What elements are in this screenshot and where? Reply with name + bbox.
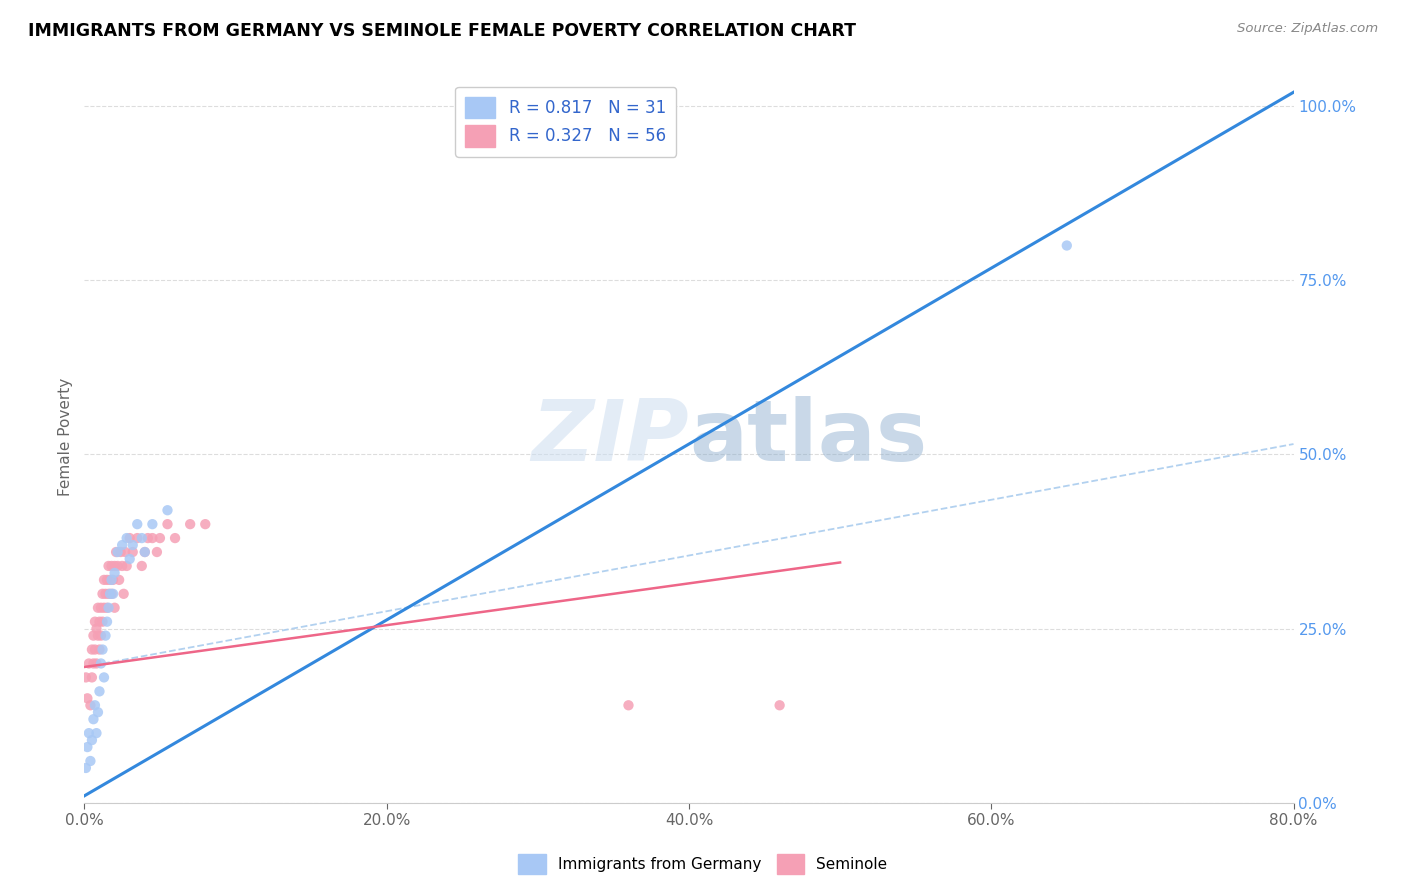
Point xyxy=(107,545,129,559)
Point xyxy=(84,698,107,713)
Point xyxy=(93,670,115,684)
Point xyxy=(121,545,143,559)
Point xyxy=(101,587,124,601)
Point xyxy=(118,552,141,566)
Point xyxy=(165,531,187,545)
Point xyxy=(89,684,111,698)
Point xyxy=(131,558,153,573)
Point xyxy=(89,615,111,629)
Point xyxy=(121,538,143,552)
Point xyxy=(96,573,118,587)
Point xyxy=(127,517,149,532)
Point xyxy=(149,531,172,545)
Point xyxy=(87,600,110,615)
Point xyxy=(141,531,163,545)
Point xyxy=(134,545,156,559)
Point xyxy=(80,670,103,684)
Point xyxy=(179,517,201,532)
Point xyxy=(75,670,97,684)
Point xyxy=(80,642,103,657)
Point xyxy=(104,566,127,580)
Y-axis label: Female Poverty: Female Poverty xyxy=(58,378,73,496)
Text: IMMIGRANTS FROM GERMANY VS SEMINOLE FEMALE POVERTY CORRELATION CHART: IMMIGRANTS FROM GERMANY VS SEMINOLE FEMA… xyxy=(28,22,856,40)
Point xyxy=(82,657,104,671)
Point xyxy=(141,517,163,532)
Point xyxy=(84,642,107,657)
Point xyxy=(90,600,112,615)
Point xyxy=(87,629,110,643)
Text: atlas: atlas xyxy=(689,395,927,479)
Point xyxy=(94,587,117,601)
Point xyxy=(91,642,114,657)
Point xyxy=(104,600,127,615)
Point xyxy=(82,629,104,643)
Point xyxy=(96,600,118,615)
Point xyxy=(156,503,179,517)
Point xyxy=(104,558,127,573)
Point xyxy=(86,622,108,636)
Point xyxy=(100,558,122,573)
Point xyxy=(79,698,101,713)
Text: Source: ZipAtlas.com: Source: ZipAtlas.com xyxy=(1237,22,1378,36)
Point xyxy=(97,587,120,601)
Point xyxy=(76,740,98,755)
Point xyxy=(127,531,149,545)
Point xyxy=(84,615,107,629)
Point xyxy=(617,698,640,713)
Point xyxy=(131,531,153,545)
Legend: R = 0.817   N = 31, R = 0.327   N = 56: R = 0.817 N = 31, R = 0.327 N = 56 xyxy=(456,87,676,156)
Point xyxy=(111,538,134,552)
Point xyxy=(136,531,159,545)
Point xyxy=(107,558,129,573)
Point xyxy=(194,517,217,532)
Point xyxy=(94,629,117,643)
Point xyxy=(80,733,103,747)
Text: ZIP: ZIP xyxy=(531,395,689,479)
Point xyxy=(108,573,131,587)
Point xyxy=(79,754,101,768)
Point xyxy=(1056,238,1078,252)
Point xyxy=(75,761,97,775)
Point xyxy=(134,545,156,559)
Point xyxy=(97,558,120,573)
Point xyxy=(769,698,792,713)
Point xyxy=(86,726,108,740)
Point xyxy=(87,705,110,719)
Point xyxy=(82,712,104,726)
Point xyxy=(98,587,121,601)
Point xyxy=(93,573,115,587)
Point xyxy=(110,545,132,559)
Point xyxy=(100,573,122,587)
Point xyxy=(97,600,120,615)
Point xyxy=(90,629,112,643)
Point xyxy=(96,615,118,629)
Point xyxy=(86,657,108,671)
Point xyxy=(146,545,169,559)
Point xyxy=(89,642,111,657)
Point xyxy=(112,587,135,601)
Point xyxy=(93,600,115,615)
Point xyxy=(156,517,179,532)
Point xyxy=(77,657,100,671)
Point xyxy=(115,558,138,573)
Point xyxy=(90,657,112,671)
Point xyxy=(76,691,98,706)
Point xyxy=(101,573,124,587)
Point xyxy=(115,531,138,545)
Point xyxy=(118,531,141,545)
Point xyxy=(114,545,136,559)
Point xyxy=(91,615,114,629)
Point xyxy=(91,587,114,601)
Point xyxy=(105,545,128,559)
Point xyxy=(100,587,122,601)
Point xyxy=(111,558,134,573)
Legend: Immigrants from Germany, Seminole: Immigrants from Germany, Seminole xyxy=(512,848,894,880)
Point xyxy=(77,726,100,740)
Point xyxy=(98,573,121,587)
